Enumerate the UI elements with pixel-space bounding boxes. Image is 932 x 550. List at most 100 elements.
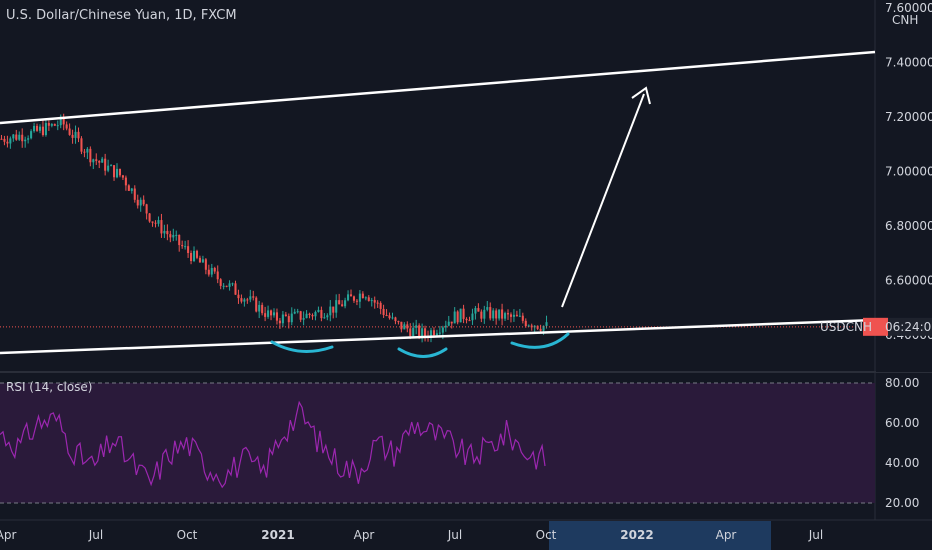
rsi-band (0, 383, 875, 503)
current-time-label: 06:24:06 (885, 320, 932, 334)
candle-body (222, 285, 225, 287)
candle-body (495, 310, 498, 319)
price-tick-label: 6.80000 (885, 219, 932, 233)
candle-body (148, 213, 151, 222)
candle-body (376, 302, 379, 304)
candle-body (24, 139, 27, 142)
candle-body (213, 268, 216, 272)
candle-body (127, 185, 130, 191)
candle-body (240, 298, 243, 302)
candle-body (341, 304, 344, 307)
candle-body (33, 125, 36, 132)
candle-body (415, 325, 418, 328)
candle-body (501, 309, 504, 319)
candle-body (15, 134, 18, 140)
time-tick-label: 2022 (620, 528, 653, 542)
candle-body (358, 293, 361, 302)
candle-body (210, 268, 213, 275)
candle-body (101, 158, 104, 163)
candle-body (409, 328, 412, 337)
candle-body (35, 125, 39, 131)
candle-body (453, 311, 456, 324)
candle-body (89, 148, 92, 163)
candle-body (506, 313, 510, 315)
candle-body (249, 296, 252, 300)
currency-label: CNH (892, 13, 918, 27)
time-tick-label: Apr (716, 528, 737, 542)
candle-body (207, 269, 210, 275)
candle-body (107, 165, 110, 171)
candle-body (515, 314, 518, 317)
candle-body (521, 315, 524, 321)
time-tick-label: Jul (808, 528, 823, 542)
rsi-label: RSI (14, close) (6, 380, 93, 394)
candle-body (299, 311, 302, 320)
candle-body (95, 159, 98, 161)
time-tick-label: Jul (88, 528, 103, 542)
candle-body (545, 322, 548, 326)
candle-body (246, 299, 249, 301)
candle-body (278, 320, 281, 324)
candle-body (187, 246, 190, 254)
candle-body (71, 134, 74, 138)
candle-body (139, 199, 142, 206)
candle-body (373, 300, 376, 303)
candle-body (258, 304, 261, 312)
candle-body (370, 300, 373, 302)
candle-body (142, 199, 145, 205)
channel-upper-trendline[interactable] (0, 50, 876, 125)
candle-body (80, 138, 83, 152)
time-tick-label: Jul (447, 528, 462, 542)
candle-body (77, 131, 80, 139)
candle-body (504, 313, 507, 319)
candle-body (367, 297, 370, 301)
bottom-arc-2[interactable] (397, 347, 448, 358)
candle-body (237, 294, 240, 299)
candle-body (394, 317, 397, 322)
candle-body (166, 230, 169, 235)
candle-body (489, 307, 492, 319)
candle-body (255, 297, 258, 312)
candle-body (21, 134, 24, 142)
candle-body (326, 315, 329, 318)
candle-body (474, 308, 477, 314)
candle-body (3, 138, 6, 142)
bottom-arc-1[interactable] (270, 340, 334, 353)
projection-arrow[interactable] (561, 93, 645, 308)
candle-body (110, 165, 113, 167)
candle-body (483, 309, 486, 319)
candle-body (181, 245, 184, 247)
channel-lower-trendline[interactable] (0, 318, 876, 355)
candle-body (462, 308, 465, 319)
candle-body (98, 160, 101, 163)
candle-body (68, 128, 71, 135)
candle-body (184, 246, 187, 248)
candle-body (50, 124, 53, 126)
candle-body (225, 285, 228, 287)
price-tick-label: 7.20000 (885, 110, 932, 124)
candle-body (364, 297, 367, 299)
candle-body (379, 302, 382, 309)
candle-body (154, 222, 157, 224)
bottom-arc-3[interactable] (510, 332, 570, 349)
candle-body (412, 327, 415, 337)
candle-body (400, 321, 403, 330)
time-tick-label: Oct (536, 528, 557, 542)
candle-body (524, 320, 527, 327)
candle-body (175, 234, 178, 236)
candle-body (272, 312, 276, 316)
candle-body (270, 310, 273, 316)
candle-body (465, 318, 468, 321)
candle-body (447, 321, 450, 326)
candle-body (6, 141, 9, 144)
candle-body (219, 279, 222, 286)
candle-body (62, 116, 65, 125)
candle-body (151, 221, 154, 223)
candle-body (486, 307, 489, 310)
candle-body (471, 313, 474, 321)
price-tag-swatch (863, 317, 888, 336)
current-symbol-label: USDCNH (820, 320, 872, 334)
candle-body (361, 293, 364, 299)
